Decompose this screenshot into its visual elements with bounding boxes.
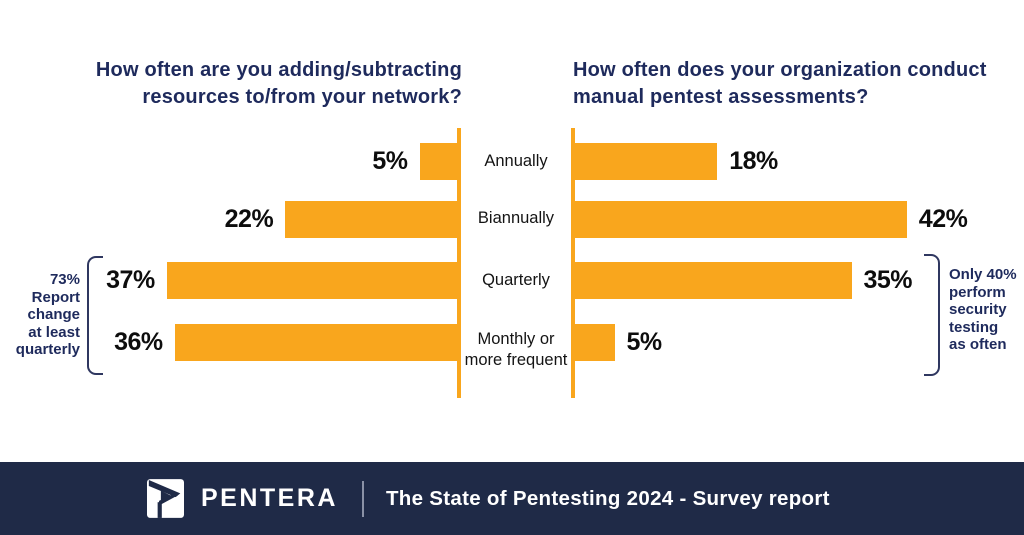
bar-value-label: 37%	[106, 266, 155, 294]
left-bracket	[87, 256, 103, 375]
bar-left-quarterly	[166, 262, 459, 299]
category-label-biannually: Biannually	[477, 209, 555, 227]
bar-value-label: 22%	[224, 205, 274, 233]
bar-right-biannually	[575, 201, 907, 238]
brand-wordmark: PENTERA	[201, 484, 338, 512]
bar-right-monthly	[575, 324, 615, 361]
left-bar-row-monthly: 36%	[0, 324, 459, 361]
left-bar-row-annually: 5%	[0, 143, 459, 180]
bar-value-label: 42%	[918, 205, 968, 233]
right-chart-axis	[571, 128, 575, 398]
right-bar-row-monthly: 5%	[575, 324, 1024, 361]
bar-value-label: 36%	[114, 328, 163, 356]
report-title: The State of Pentesting 2024 - Survey re…	[385, 486, 830, 510]
bar-value-label: 5%	[372, 147, 408, 175]
bar-left-monthly	[174, 324, 459, 361]
left-annotation: 73% Report change at least quarterly	[15, 271, 80, 358]
bar-right-quarterly	[575, 262, 852, 299]
bar-left-biannually	[285, 201, 459, 238]
bar-value-label: 5%	[626, 328, 663, 356]
right-bar-row-annually: 18%	[575, 143, 1024, 180]
category-label-quarterly: Quarterly	[482, 271, 550, 289]
right-bar-row-biannually: 42%	[575, 201, 1024, 238]
bar-right-annually	[575, 143, 718, 180]
footer-bar: PENTERA The State of Pentesting 2024 - S…	[0, 462, 1024, 535]
bar-left-annually	[419, 143, 459, 180]
left-bar-row-quarterly: 37%	[0, 262, 459, 299]
left-question-title: How often are you adding/subtracting res…	[95, 59, 462, 108]
bar-value-label: 18%	[729, 147, 778, 175]
right-bar-row-quarterly: 35%	[575, 262, 1024, 299]
category-label-monthly: Monthly or more frequent	[464, 330, 568, 369]
right-annotation: Only 40% perform security testing as oft…	[949, 266, 1017, 353]
category-label-annually: Annually	[484, 152, 548, 170]
pentera-logo-icon	[147, 479, 184, 518]
right-question-title: How often does your organization conduct…	[573, 59, 987, 108]
left-bar-row-biannually: 22%	[0, 201, 459, 238]
left-chart-axis	[457, 128, 461, 398]
footer-divider	[361, 480, 364, 517]
right-bracket	[924, 254, 940, 376]
bar-value-label: 35%	[863, 266, 913, 294]
